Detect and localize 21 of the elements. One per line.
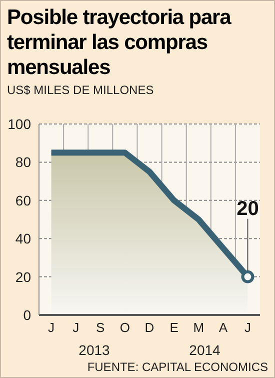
text: 2013 bbox=[78, 342, 110, 358]
source-note: FUENTE: CAPITAL ECONOMICS bbox=[87, 360, 268, 374]
y-tick-label: 80 bbox=[15, 154, 32, 170]
y-tick-label: 40 bbox=[15, 230, 32, 247]
x-tick-label: J bbox=[72, 320, 80, 336]
text: 2014 bbox=[189, 342, 221, 358]
chart-subtitle: US$ MILES DE MILLONES bbox=[7, 83, 154, 97]
x-tick-label: D bbox=[144, 320, 154, 336]
x-tick-label: J bbox=[48, 320, 55, 336]
chart-title: Posible trayectoria para terminar las compras mensuales bbox=[7, 5, 232, 80]
x-tick-label: E bbox=[170, 320, 179, 336]
y-tick-label: 100 bbox=[8, 116, 32, 132]
x-tick-label: S bbox=[96, 320, 106, 336]
y-tick-label: 60 bbox=[15, 192, 32, 208]
x-tick-label: J bbox=[244, 320, 251, 336]
x-tick-label: O bbox=[120, 320, 130, 336]
y-tick-label: 20 bbox=[15, 268, 32, 285]
x-tick-label: M bbox=[193, 320, 204, 336]
data-label: 20 bbox=[236, 198, 259, 220]
y-tick-label: 0 bbox=[23, 306, 32, 323]
x-tick-label: A bbox=[218, 320, 228, 336]
